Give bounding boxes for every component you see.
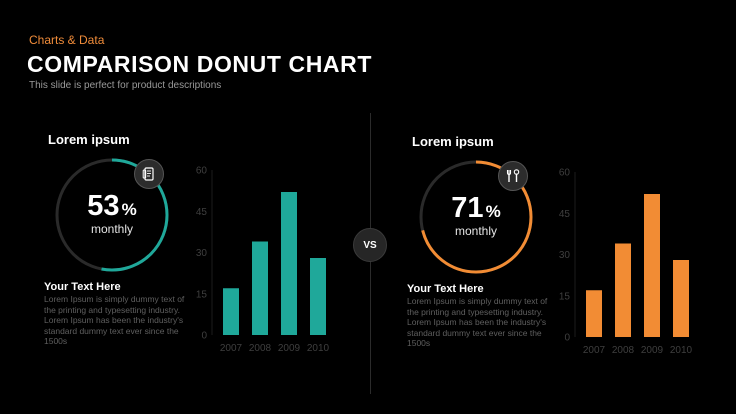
left-y-tick-label: 30 <box>196 248 208 259</box>
left-y-tick-label: 45 <box>196 207 208 218</box>
left-x-tick-label: 2007 <box>220 343 243 354</box>
right-donut-arc <box>419 160 533 274</box>
left-percent-number: 53 <box>87 190 120 222</box>
page-subtitle: This slide is perfect for product descri… <box>29 80 222 91</box>
left-y-tick-label: 15 <box>196 289 208 300</box>
right-x-tick-label: 2010 <box>670 345 693 356</box>
right-x-tick-label: 2007 <box>583 345 606 356</box>
right-bar-chart: 0 15 30 45 60 2007 2008 2009 2010 <box>559 168 693 357</box>
left-x-tick-label: 2008 <box>249 343 272 354</box>
vs-badge: VS <box>353 228 387 262</box>
left-donut-arc <box>55 158 169 272</box>
right-y-tick-label: 30 <box>559 250 571 261</box>
left-text-heading: Your Text Here <box>44 281 121 293</box>
left-bar-2007 <box>223 288 239 335</box>
right-y-tick-label: 60 <box>559 168 571 179</box>
left-y-tick-label: 0 <box>201 331 207 342</box>
right-bar-2009 <box>644 194 660 337</box>
right-bar-2007 <box>586 290 602 337</box>
right-x-tick-label: 2009 <box>641 345 664 356</box>
right-panel-heading: Lorem ipsum <box>412 134 494 149</box>
left-bar-2009 <box>281 192 297 335</box>
right-y-tick-label: 45 <box>559 209 571 220</box>
left-percent-symbol: % <box>121 200 137 219</box>
left-panel-heading: Lorem ipsum <box>48 132 130 147</box>
right-percent-value: 71% <box>436 192 516 225</box>
right-body-text: Lorem Ipsum is simply dummy text of the … <box>407 296 548 348</box>
right-percent-caption: monthly <box>454 224 498 238</box>
right-text-heading: Your Text Here <box>407 283 484 295</box>
left-bar-chart: 0 15 30 45 60 2007 2008 2009 2010 <box>196 166 330 355</box>
page-title: COMPARISON DONUT CHART <box>27 51 372 77</box>
left-body-text: Lorem Ipsum is simply dummy text of the … <box>44 294 185 346</box>
left-bar-2010 <box>310 258 326 335</box>
left-donut-chart <box>55 158 169 272</box>
left-bar-2008 <box>252 241 268 335</box>
right-donut-chart <box>419 160 533 274</box>
left-x-tick-label: 2009 <box>278 343 301 354</box>
right-y-tick-label: 15 <box>559 291 571 302</box>
right-y-tick-label: 0 <box>564 333 570 344</box>
kicker-label: Charts & Data <box>29 33 105 47</box>
tablet-icon <box>142 167 154 181</box>
left-y-tick-label: 60 <box>196 166 208 177</box>
tools-icon <box>506 169 520 182</box>
left-x-tick-label: 2010 <box>307 343 330 354</box>
left-icon-badge <box>134 159 164 189</box>
left-percent-caption: monthly <box>90 222 134 236</box>
right-bar-2008 <box>615 243 631 337</box>
right-icon-badge <box>498 161 528 191</box>
right-percent-symbol: % <box>485 202 501 221</box>
right-bar-2010 <box>673 260 689 337</box>
right-x-tick-label: 2008 <box>612 345 635 356</box>
right-percent-number: 71 <box>451 192 484 224</box>
left-percent-value: 53% <box>72 190 152 223</box>
